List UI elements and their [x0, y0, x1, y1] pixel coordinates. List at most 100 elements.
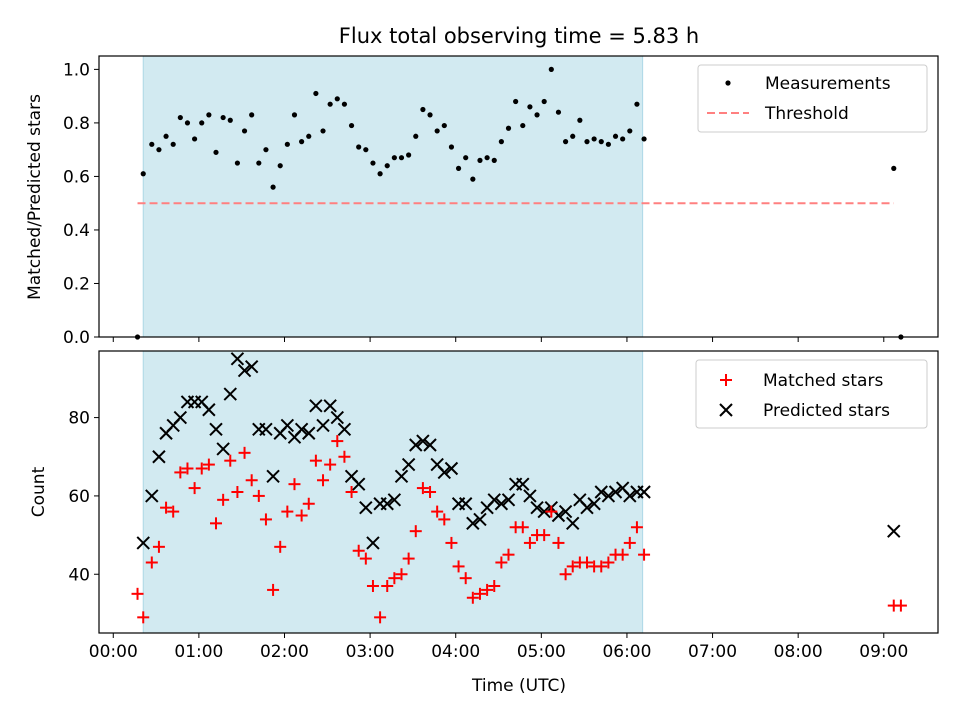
- measurement-point: [598, 139, 604, 145]
- matched-stars-point: [181, 462, 194, 475]
- observing-window-bottom: [142, 350, 644, 634]
- measurement-point: [341, 101, 348, 107]
- matched-stars-point: [259, 513, 272, 526]
- measurement-point: [249, 112, 255, 118]
- measurement-point: [140, 171, 146, 177]
- top-panel: 0.0 0.2 0.4 0.6 0.8 1.0 Matched/Predicted sta…: [25, 55, 939, 348]
- matched-stars-point: [452, 560, 465, 573]
- matched-stars-point: [152, 540, 165, 553]
- matched-stars-point: [281, 505, 294, 518]
- measurement-point: [463, 155, 469, 161]
- x-tick-label: 07:00: [688, 642, 737, 662]
- matched-stars-point: [352, 544, 365, 557]
- x-tick-label: 00:00: [89, 642, 138, 662]
- predicted-stars-point: [380, 497, 394, 511]
- measurement-point: [541, 98, 547, 105]
- measurement-point: [377, 171, 383, 177]
- y-tick-label: 0.6: [63, 167, 90, 187]
- measurement-point: [184, 120, 191, 126]
- predicted-stars-point: [337, 422, 352, 437]
- y-tick-label: 1.0: [63, 60, 90, 80]
- matched-stars-point: [602, 556, 615, 569]
- measurement-point: [434, 128, 440, 134]
- y-tick-label: 40: [68, 565, 90, 585]
- measurement-point: [306, 133, 312, 139]
- measurement-point: [370, 160, 376, 166]
- x-axis-label: Time (UTC): [471, 676, 566, 696]
- measurement-point: [241, 128, 248, 134]
- measurement-point: [634, 101, 640, 107]
- measurement-point: [213, 149, 219, 155]
- y-tick-label: 0.2: [63, 274, 90, 294]
- predicted-stars-point: [330, 410, 344, 425]
- matched-stars-point: [302, 497, 315, 510]
- observing-window-band: [142, 350, 644, 634]
- measurement-point: [170, 141, 176, 147]
- measurement-point: [620, 136, 626, 142]
- measurement-point: [455, 165, 462, 171]
- matched-stars-point: [366, 580, 379, 592]
- measurement-point: [627, 128, 633, 134]
- measurement-point: [413, 133, 419, 139]
- y-tick-label: 0.8: [63, 114, 90, 134]
- measurement-point: [406, 152, 412, 158]
- predicted-stars-point: [608, 485, 623, 499]
- matched-stars-point: [231, 486, 244, 498]
- measurement-point: [470, 176, 476, 182]
- measurement-point: [584, 139, 590, 145]
- measurement-point: [548, 66, 554, 72]
- predicted-stars-point: [316, 418, 330, 433]
- measurement-point: [570, 133, 576, 139]
- predicted-stars-point: [280, 418, 295, 433]
- matched-stars-point: [459, 572, 472, 585]
- matched-stars-point: [137, 611, 150, 624]
- measurement-point: [313, 90, 319, 97]
- measurement-point: [327, 101, 333, 107]
- predicted-stars-point: [145, 489, 159, 503]
- measurement-point: [334, 96, 340, 102]
- measurement-point: [163, 133, 169, 139]
- measurement-point: [477, 157, 483, 163]
- predicted-stars-point: [244, 359, 259, 374]
- matched-stars-point: [894, 599, 907, 612]
- measurement-point: [484, 155, 490, 161]
- legend-predicted-label: Predicted stars: [763, 401, 890, 421]
- predicted-stars-point: [294, 422, 309, 437]
- predicted-stars-point: [566, 516, 580, 531]
- matched-stars-point: [445, 536, 458, 549]
- matched-stars-point: [345, 486, 358, 498]
- bottom-y-axis-label: Count: [29, 466, 49, 517]
- measurement-point: [505, 125, 512, 131]
- predicted-stars-point: [216, 442, 230, 456]
- matched-stars-point: [224, 454, 237, 467]
- predicted-stars-point: [237, 363, 252, 378]
- predicted-stars-point: [152, 450, 166, 464]
- predicted-stars-point: [351, 477, 366, 491]
- bottom-legend: Matched stars Predicted stars: [695, 359, 928, 429]
- legend-measurements-marker: [725, 80, 731, 86]
- measurement-point: [520, 122, 526, 129]
- legend-threshold-label: Threshold: [764, 104, 849, 124]
- matched-stars-point: [288, 478, 301, 491]
- predicted-stars-point: [466, 516, 480, 531]
- predicted-stars-point: [394, 469, 409, 484]
- measurement-point: [199, 120, 205, 126]
- predicted-stars-point: [601, 489, 616, 503]
- measurement-point: [192, 136, 198, 142]
- measurement-point: [291, 112, 298, 118]
- matched-stars-point: [359, 552, 372, 565]
- matched-stars-point: [167, 505, 180, 518]
- measurement-point: [562, 139, 569, 145]
- measurement-point: [420, 106, 426, 113]
- predicted-stars-point: [444, 461, 459, 476]
- predicted-stars-point: [202, 403, 216, 417]
- top-legend-frame: [697, 64, 928, 133]
- matched-stars-point: [202, 458, 215, 471]
- predicted-stars-point: [266, 469, 280, 484]
- predicted-stars-point: [516, 477, 530, 491]
- predicted-stars-point: [416, 434, 430, 448]
- predicted-stars-point: [458, 497, 473, 511]
- y-tick-label: 0.4: [63, 221, 90, 241]
- matched-stars-point: [210, 517, 223, 530]
- matched-stars-point: [580, 556, 593, 569]
